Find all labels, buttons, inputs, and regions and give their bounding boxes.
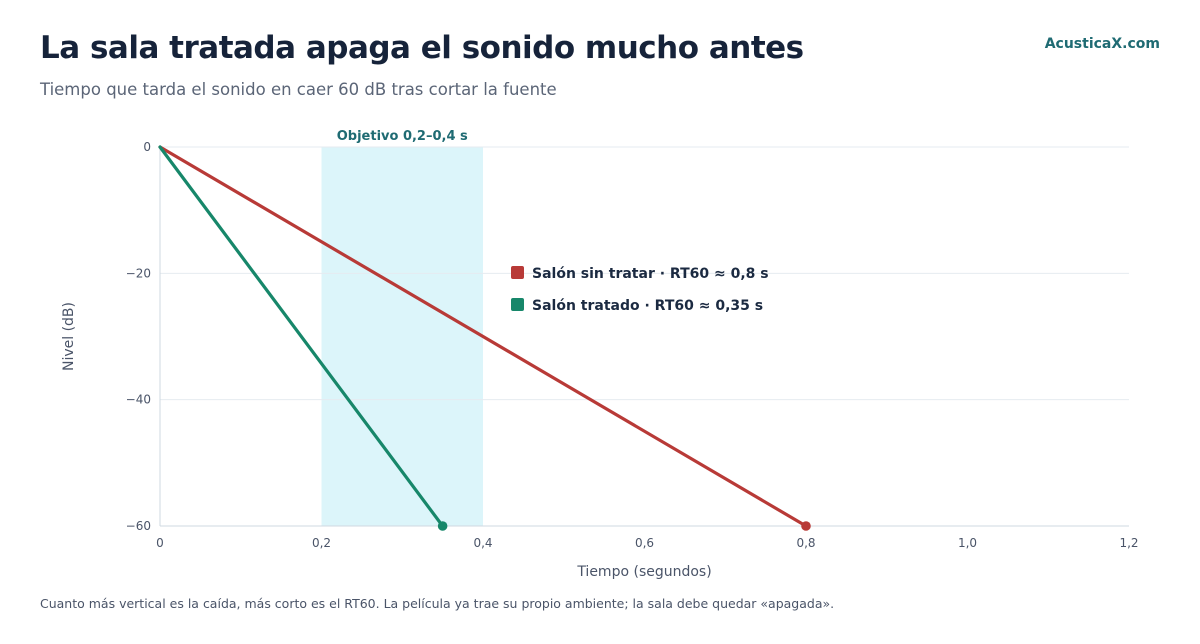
series-line-1 — [158, 145, 808, 528]
x-tick-label: 1,2 — [1119, 536, 1138, 550]
x-axis-label: Tiempo (segundos) — [576, 564, 711, 580]
chart-subtitle: Tiempo que tarda el sonido en caer 60 dB… — [40, 80, 557, 99]
series-end-point-2 — [437, 521, 448, 531]
x-tick-label: 0,4 — [473, 536, 492, 550]
grid-layer: 0 −20 −40 −60 — [126, 140, 1129, 533]
series-end-point-1 — [801, 521, 811, 531]
target-band-label: Objetivo 0,2–0,4 s — [337, 129, 468, 144]
target-band — [321, 147, 483, 526]
legend: Salón sin tratar · RT60 ≈ 0,8 s Salón tra… — [511, 266, 769, 314]
x-tick-label: 0,6 — [635, 536, 654, 550]
target-band-layer: Objetivo 0,2–0,4 s — [321, 129, 483, 526]
footnote: Cuanto más vertical es la caída, más cor… — [40, 596, 835, 611]
series-line-2 — [158, 145, 445, 528]
x-tick-label: 1,0 — [958, 536, 977, 550]
x-tick-label: 0 — [156, 536, 164, 550]
y-tick-label: −60 — [126, 519, 151, 533]
chart-title: La sala tratada apaga el sonido mucho an… — [40, 30, 804, 66]
legend-label: Salón tratado · RT60 ≈ 0,35 s — [532, 298, 763, 314]
brand-logo-text[interactable]: AcusticaX.com — [1044, 36, 1160, 52]
y-tick-label: 0 — [143, 140, 151, 154]
y-axis-label: Nivel (dB) — [61, 302, 77, 371]
x-tick-label: 0,2 — [312, 536, 331, 550]
y-tick-label: −20 — [126, 266, 151, 280]
legend-swatch — [511, 298, 524, 311]
axis-layer: 0 0,2 0,4 0,6 0,8 1,0 1,2 — [156, 147, 1139, 550]
legend-swatch — [511, 266, 524, 279]
series-layer — [158, 145, 811, 531]
legend-label: Salón sin tratar · RT60 ≈ 0,8 s — [532, 266, 769, 282]
y-tick-label: −40 — [126, 393, 151, 407]
x-tick-label: 0,8 — [796, 536, 815, 550]
